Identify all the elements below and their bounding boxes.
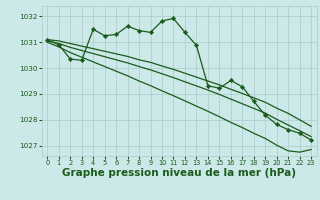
X-axis label: Graphe pression niveau de la mer (hPa): Graphe pression niveau de la mer (hPa) bbox=[62, 168, 296, 178]
